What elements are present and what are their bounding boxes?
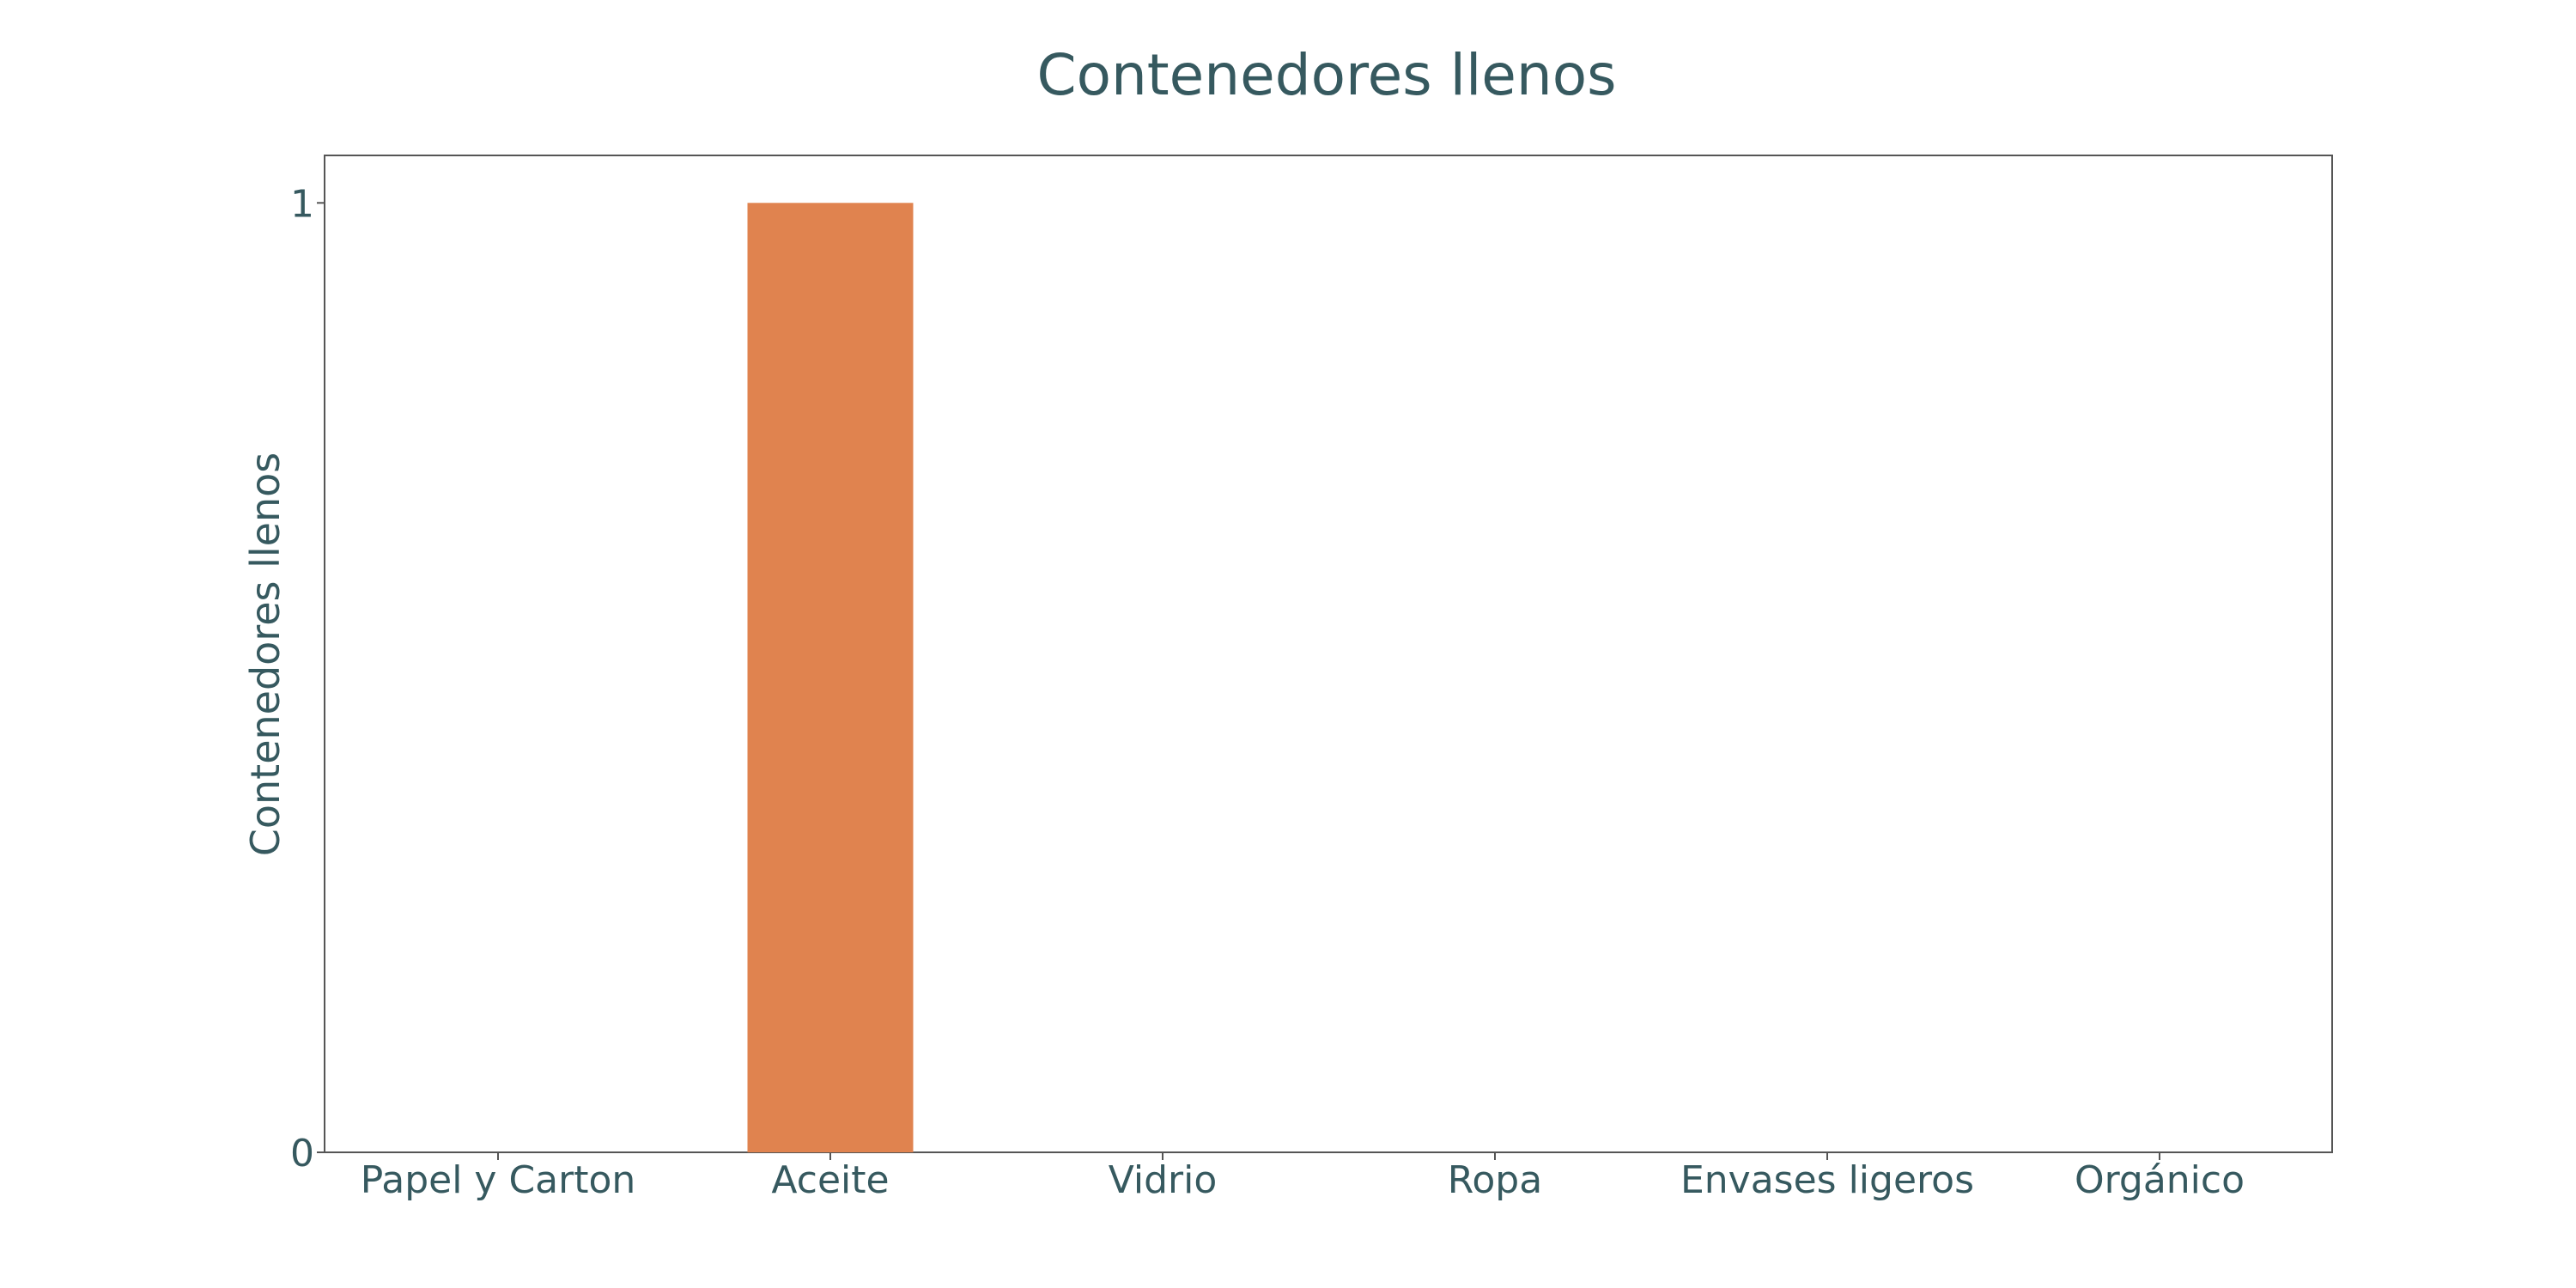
x-tick-label: Orgánico	[2075, 1158, 2245, 1202]
bars-layer	[748, 203, 914, 1152]
x-tick-label: Ropa	[1448, 1158, 1542, 1202]
y-tick-label: 1	[290, 182, 314, 226]
y-axis-label: Contenedores llenos	[242, 453, 289, 856]
x-tick-label: Aceite	[771, 1158, 889, 1202]
plot-area-frame	[325, 155, 2332, 1152]
x-axis-ticks: Papel y Carton Aceite Vidrio Ropa Envases li…	[361, 1152, 2245, 1202]
y-tick-label: 0	[290, 1132, 314, 1176]
chart-title: Contenedores llenos	[1036, 42, 1616, 108]
x-tick-label: Envases ligeros	[1680, 1158, 1974, 1202]
bar-aceite	[748, 203, 914, 1152]
y-axis-ticks: 01	[290, 182, 325, 1176]
x-tick-label: Vidrio	[1109, 1158, 1218, 1202]
x-tick-label: Papel y Carton	[361, 1158, 636, 1202]
